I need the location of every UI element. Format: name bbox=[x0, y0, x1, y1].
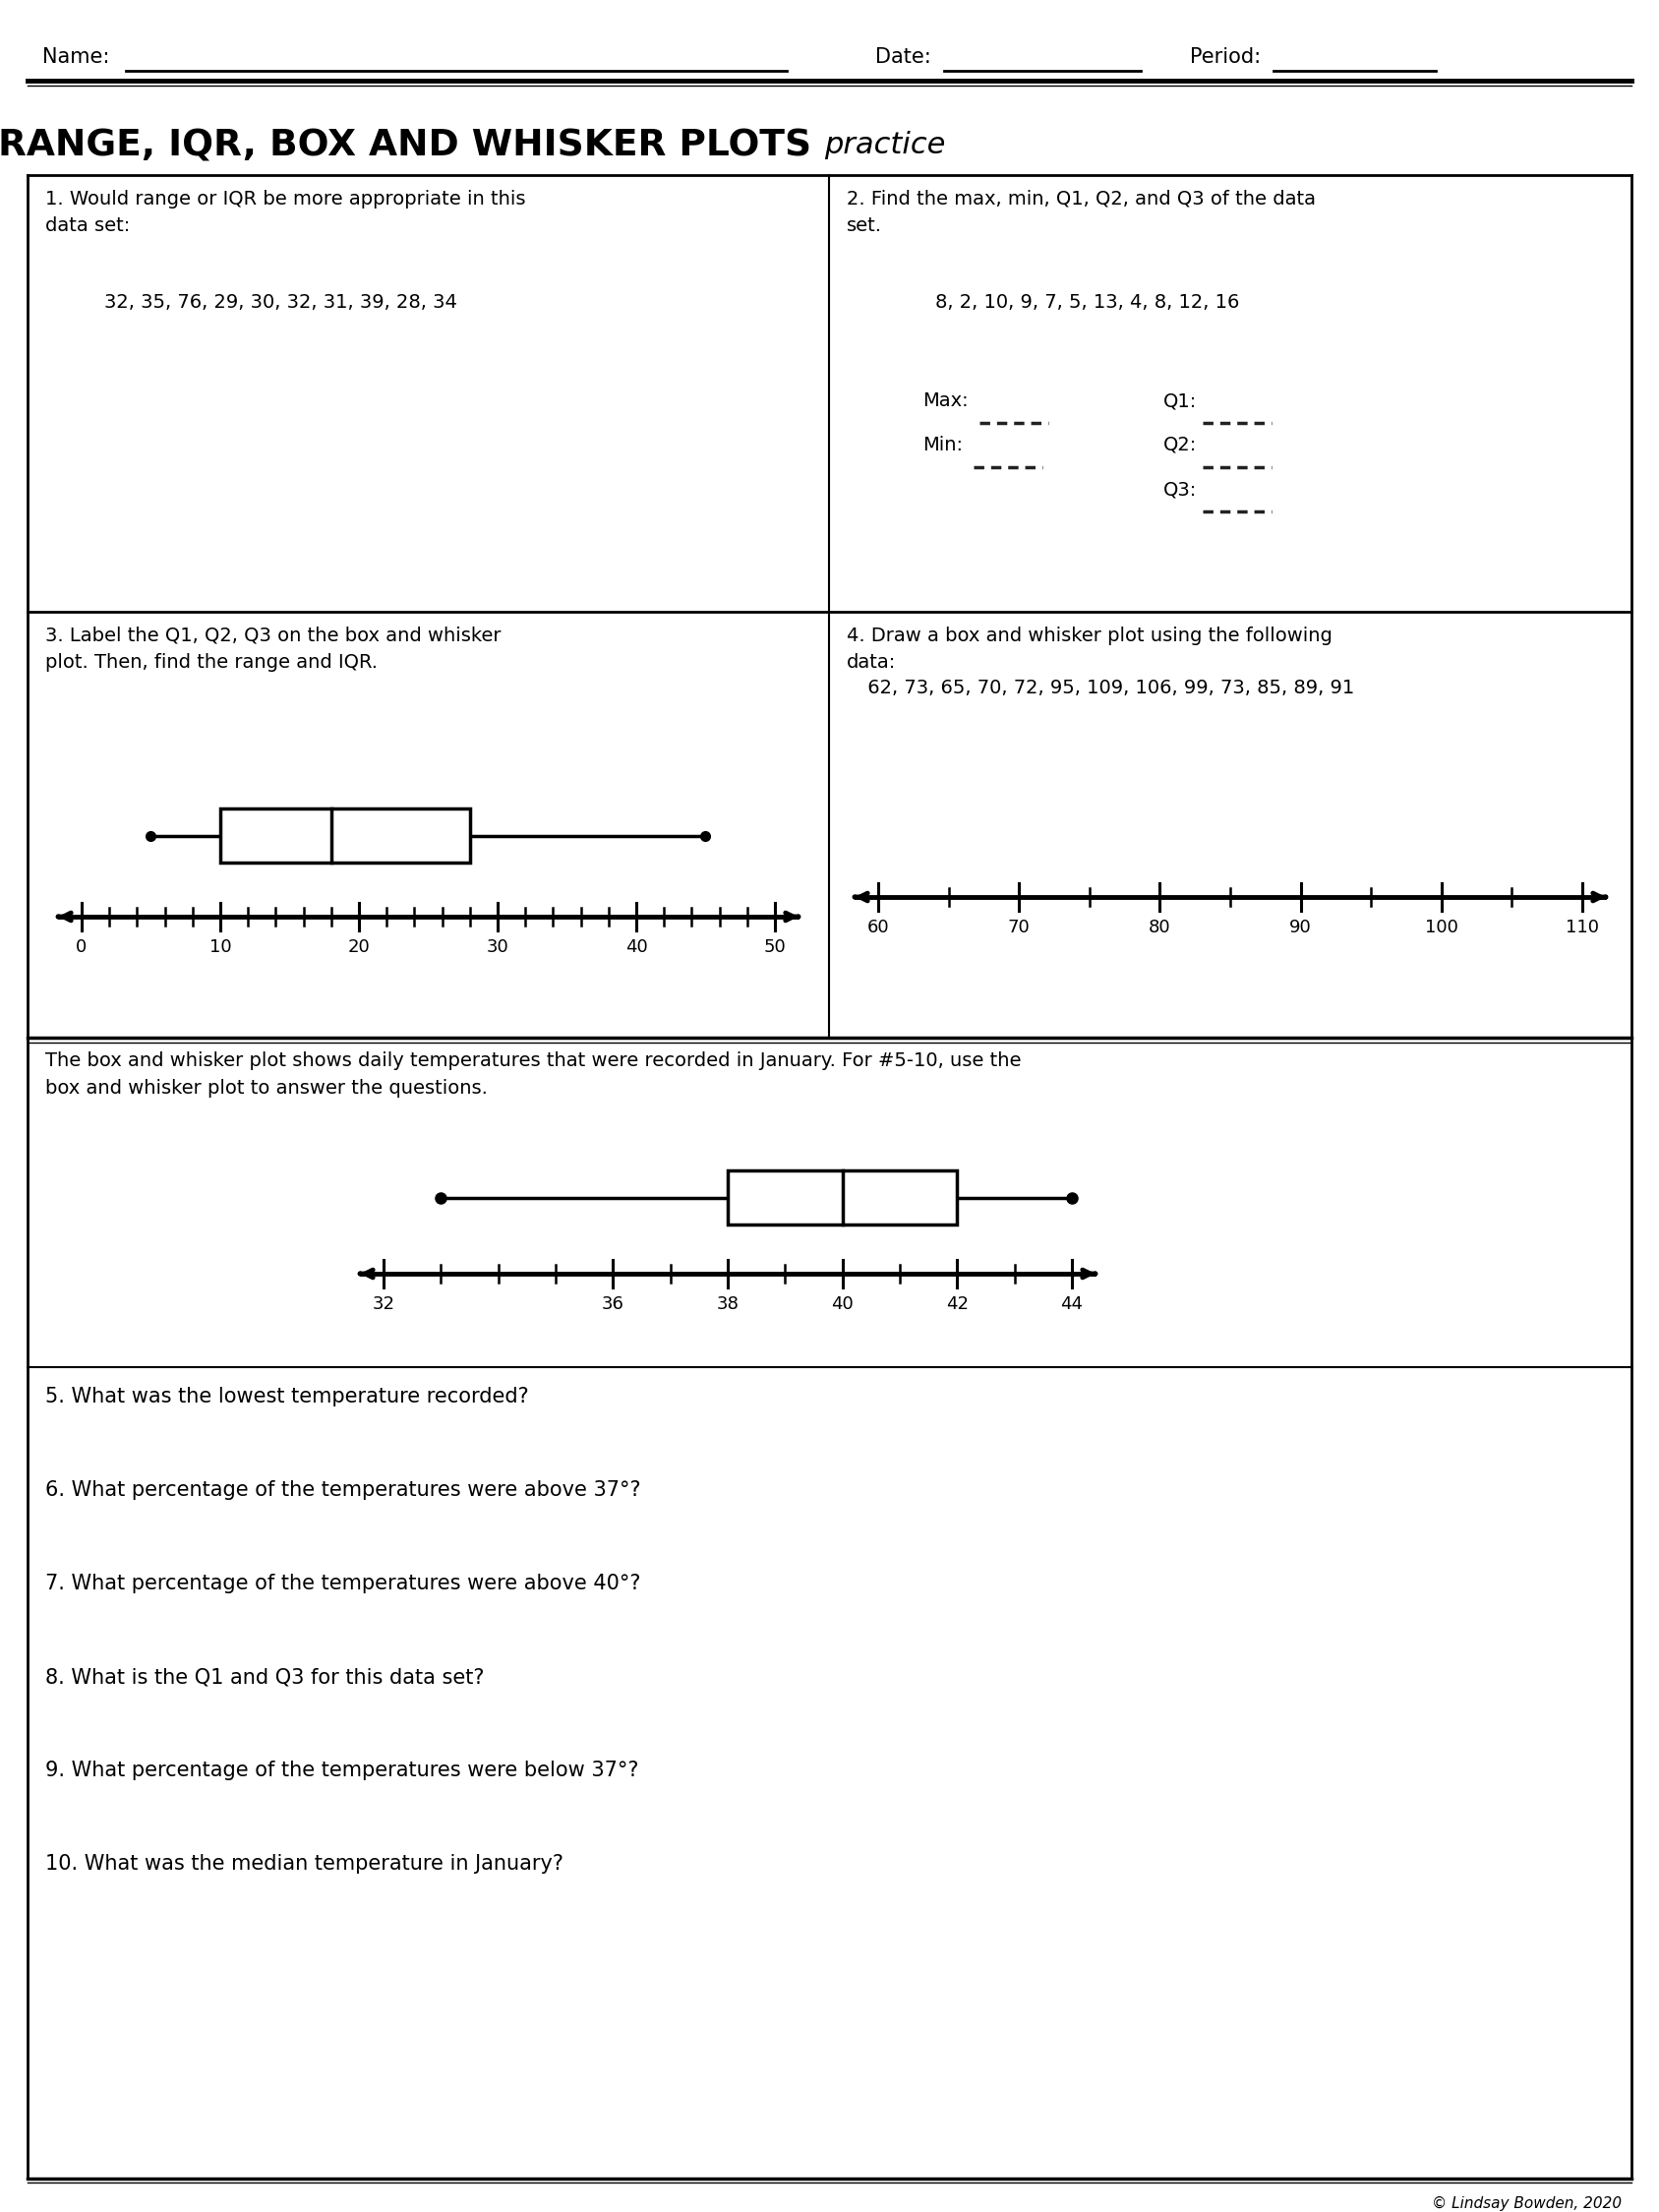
Text: 50: 50 bbox=[763, 938, 786, 956]
Text: 7. What percentage of the temperatures were above 40°?: 7. What percentage of the temperatures w… bbox=[45, 1573, 640, 1593]
Text: 1. Would range or IQR be more appropriate in this: 1. Would range or IQR be more appropriat… bbox=[45, 190, 526, 208]
Text: 40: 40 bbox=[625, 938, 647, 956]
Text: Q1:: Q1: bbox=[1163, 392, 1198, 409]
Text: 20: 20 bbox=[348, 938, 370, 956]
Text: 32: 32 bbox=[372, 1296, 395, 1314]
Text: 8, 2, 10, 9, 7, 5, 13, 4, 8, 12, 16: 8, 2, 10, 9, 7, 5, 13, 4, 8, 12, 16 bbox=[936, 294, 1239, 312]
Text: 90: 90 bbox=[1289, 918, 1312, 936]
Text: Period:: Period: bbox=[1190, 46, 1261, 66]
Text: 70: 70 bbox=[1007, 918, 1030, 936]
Text: The box and whisker plot shows daily temperatures that were recorded in January.: The box and whisker plot shows daily tem… bbox=[45, 1051, 1022, 1071]
Text: 4. Draw a box and whisker plot using the following: 4. Draw a box and whisker plot using the… bbox=[846, 626, 1332, 646]
Text: Max:: Max: bbox=[922, 392, 969, 409]
Text: 36: 36 bbox=[602, 1296, 624, 1314]
Text: Min:: Min: bbox=[922, 436, 962, 453]
Text: © Lindsay Bowden, 2020: © Lindsay Bowden, 2020 bbox=[1432, 2197, 1621, 2212]
Text: 60: 60 bbox=[868, 918, 889, 936]
Text: data set:: data set: bbox=[45, 217, 129, 234]
Text: Q3:: Q3: bbox=[1163, 480, 1198, 498]
Text: 10: 10 bbox=[209, 938, 231, 956]
Text: 5. What was the lowest temperature recorded?: 5. What was the lowest temperature recor… bbox=[45, 1387, 529, 1407]
Text: Name:: Name: bbox=[41, 46, 109, 66]
Text: plot. Then, find the range and IQR.: plot. Then, find the range and IQR. bbox=[45, 653, 378, 672]
Text: 100: 100 bbox=[1425, 918, 1458, 936]
Text: 44: 44 bbox=[1060, 1296, 1083, 1314]
Text: set.: set. bbox=[846, 217, 883, 234]
Text: 6. What percentage of the temperatures were above 37°?: 6. What percentage of the temperatures w… bbox=[45, 1480, 640, 1500]
Text: 32, 35, 76, 29, 30, 32, 31, 39, 28, 34: 32, 35, 76, 29, 30, 32, 31, 39, 28, 34 bbox=[105, 294, 458, 312]
Text: 30: 30 bbox=[486, 938, 509, 956]
Text: box and whisker plot to answer the questions.: box and whisker plot to answer the quest… bbox=[45, 1079, 488, 1097]
Text: 62, 73, 65, 70, 72, 95, 109, 106, 99, 73, 85, 89, 91: 62, 73, 65, 70, 72, 95, 109, 106, 99, 73… bbox=[861, 679, 1354, 697]
Text: data:: data: bbox=[846, 653, 896, 672]
Text: 80: 80 bbox=[1148, 918, 1171, 936]
Text: 9. What percentage of the temperatures were below 37°?: 9. What percentage of the temperatures w… bbox=[45, 1761, 639, 1781]
Bar bbox=[728, 1170, 957, 1225]
Text: 2. Find the max, min, Q1, Q2, and Q3 of the data: 2. Find the max, min, Q1, Q2, and Q3 of … bbox=[846, 190, 1316, 208]
Text: 0: 0 bbox=[76, 938, 88, 956]
Text: RANGE, IQR, BOX AND WHISKER PLOTS: RANGE, IQR, BOX AND WHISKER PLOTS bbox=[0, 128, 825, 164]
Text: Q2:: Q2: bbox=[1163, 436, 1198, 453]
Text: 10. What was the median temperature in January?: 10. What was the median temperature in J… bbox=[45, 1854, 564, 1874]
Text: 42: 42 bbox=[946, 1296, 969, 1314]
Text: Date:: Date: bbox=[876, 46, 931, 66]
Text: 40: 40 bbox=[831, 1296, 854, 1314]
Text: 8. What is the Q1 and Q3 for this data set?: 8. What is the Q1 and Q3 for this data s… bbox=[45, 1668, 484, 1688]
Bar bbox=[221, 807, 469, 863]
Text: 3. Label the Q1, Q2, Q3 on the box and whisker: 3. Label the Q1, Q2, Q3 on the box and w… bbox=[45, 626, 501, 646]
Text: 110: 110 bbox=[1566, 918, 1599, 936]
Text: 38: 38 bbox=[717, 1296, 738, 1314]
Text: practice: practice bbox=[825, 131, 946, 159]
